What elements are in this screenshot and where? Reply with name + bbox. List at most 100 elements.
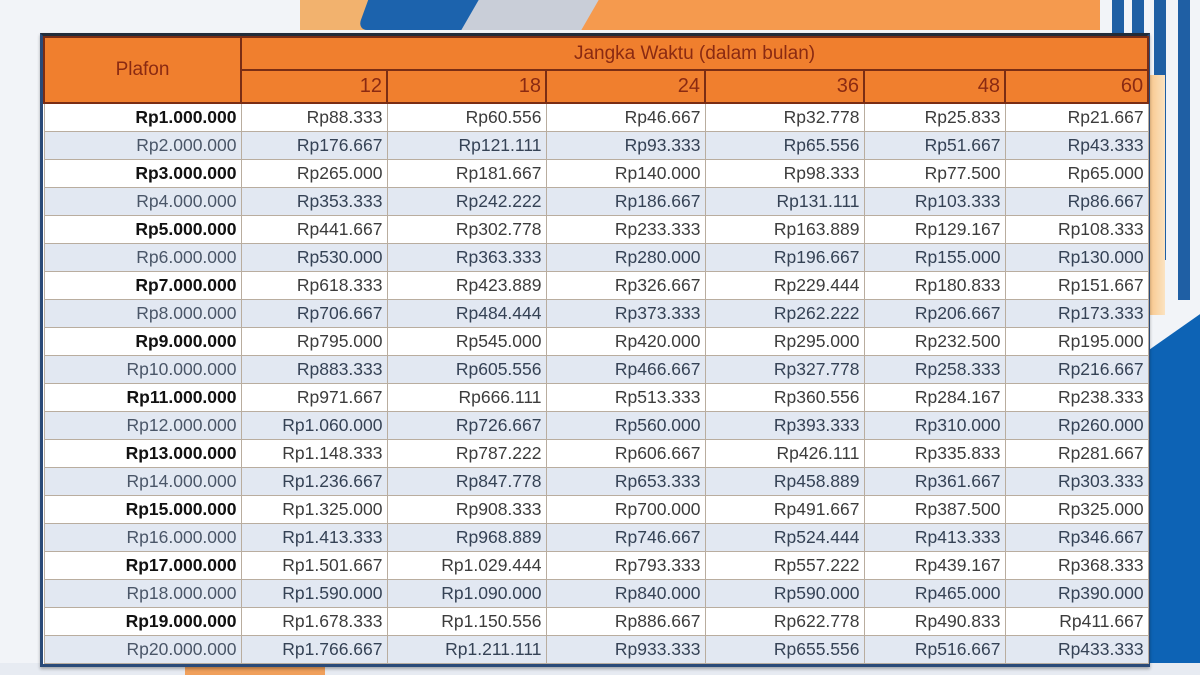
table-row: Rp10.000.000 Rp883.333 Rp605.556 Rp466.667 R… <box>43 355 1149 384</box>
table-row: Rp20.000.000 Rp1.766.667 Rp1.211.111 Rp933.… <box>43 635 1149 664</box>
plafon-cell: Rp10.000.000 <box>43 355 242 384</box>
installment-cell-18: Rp968.889 <box>386 523 547 552</box>
installment-cell-36: Rp557.222 <box>704 551 865 580</box>
installment-cell-36: Rp295.000 <box>704 327 865 356</box>
installment-cell-18: Rp1.150.556 <box>386 607 547 636</box>
installment-cell-12: Rp1.413.333 <box>240 523 388 552</box>
installment-cell-24: Rp513.333 <box>545 383 706 412</box>
table-row: Rp1.000.000 Rp88.333 Rp60.556 Rp46.667 Rp32.… <box>43 102 1149 132</box>
column-header-plafon: Plafon <box>43 36 242 104</box>
installment-cell-36: Rp360.556 <box>704 383 865 412</box>
installment-cell-60: Rp130.000 <box>1004 243 1149 272</box>
installment-cell-60: Rp411.667 <box>1004 607 1149 636</box>
installment-cell-12: Rp1.148.333 <box>240 439 388 468</box>
installment-cell-18: Rp181.667 <box>386 159 547 188</box>
installment-cell-12: Rp88.333 <box>240 102 388 132</box>
installment-cell-24: Rp186.667 <box>545 187 706 216</box>
plafon-cell: Rp19.000.000 <box>43 607 242 636</box>
plafon-cell: Rp14.000.000 <box>43 467 242 496</box>
installment-cell-36: Rp491.667 <box>704 495 865 524</box>
installment-cell-48: Rp413.333 <box>863 523 1006 552</box>
table-row: Rp16.000.000 Rp1.413.333 Rp968.889 Rp746.66… <box>43 523 1149 552</box>
table-row: Rp12.000.000 Rp1.060.000 Rp726.667 Rp560.00… <box>43 411 1149 440</box>
table-row: Rp5.000.000 Rp441.667 Rp302.778 Rp233.333 Rp… <box>43 215 1149 244</box>
installment-cell-18: Rp423.889 <box>386 271 547 300</box>
plafon-cell: Rp4.000.000 <box>43 187 242 216</box>
installment-cell-24: Rp326.667 <box>545 271 706 300</box>
plafon-cell: Rp3.000.000 <box>43 159 242 188</box>
installment-cell-60: Rp433.333 <box>1004 635 1149 664</box>
installment-cell-60: Rp86.667 <box>1004 187 1149 216</box>
installment-cell-12: Rp971.667 <box>240 383 388 412</box>
table-row: Rp18.000.000 Rp1.590.000 Rp1.090.000 Rp840.… <box>43 579 1149 608</box>
installment-cell-12: Rp883.333 <box>240 355 388 384</box>
installment-cell-36: Rp426.111 <box>704 439 865 468</box>
installment-cell-24: Rp560.000 <box>545 411 706 440</box>
table-row: Rp6.000.000 Rp530.000 Rp363.333 Rp280.000 Rp… <box>43 243 1149 272</box>
table-row: Rp8.000.000 Rp706.667 Rp484.444 Rp373.333 Rp… <box>43 299 1149 328</box>
column-header-term-48: 48 <box>863 69 1006 104</box>
installment-cell-36: Rp65.556 <box>704 131 865 160</box>
installment-cell-24: Rp233.333 <box>545 215 706 244</box>
installment-cell-24: Rp746.667 <box>545 523 706 552</box>
installment-cell-12: Rp1.325.000 <box>240 495 388 524</box>
installment-cell-36: Rp524.444 <box>704 523 865 552</box>
installment-cell-60: Rp346.667 <box>1004 523 1149 552</box>
installment-cell-48: Rp465.000 <box>863 579 1006 608</box>
installment-cell-12: Rp1.766.667 <box>240 635 388 664</box>
installment-cell-12: Rp706.667 <box>240 299 388 328</box>
installment-cell-18: Rp787.222 <box>386 439 547 468</box>
bg-blue-side <box>1140 300 1200 675</box>
installment-cell-60: Rp281.667 <box>1004 439 1149 468</box>
installment-cell-48: Rp284.167 <box>863 383 1006 412</box>
installment-cell-60: Rp390.000 <box>1004 579 1149 608</box>
installment-cell-60: Rp303.333 <box>1004 467 1149 496</box>
plafon-cell: Rp8.000.000 <box>43 299 242 328</box>
installment-cell-12: Rp265.000 <box>240 159 388 188</box>
installment-cell-60: Rp195.000 <box>1004 327 1149 356</box>
table-row: Rp3.000.000 Rp265.000 Rp181.667 Rp140.000 Rp… <box>43 159 1149 188</box>
installment-cell-60: Rp368.333 <box>1004 551 1149 580</box>
installment-cell-36: Rp622.778 <box>704 607 865 636</box>
plafon-cell: Rp12.000.000 <box>43 411 242 440</box>
installment-cell-60: Rp65.000 <box>1004 159 1149 188</box>
installment-cell-36: Rp590.000 <box>704 579 865 608</box>
installment-cell-24: Rp653.333 <box>545 467 706 496</box>
installment-cell-36: Rp458.889 <box>704 467 865 496</box>
installment-cell-48: Rp258.333 <box>863 355 1006 384</box>
installment-cell-24: Rp793.333 <box>545 551 706 580</box>
bg-bottom-orange <box>185 665 325 675</box>
installment-cell-18: Rp545.000 <box>386 327 547 356</box>
table-row: Rp19.000.000 Rp1.678.333 Rp1.150.556 Rp886.… <box>43 607 1149 636</box>
installment-cell-18: Rp726.667 <box>386 411 547 440</box>
installment-cell-48: Rp387.500 <box>863 495 1006 524</box>
installment-cell-48: Rp439.167 <box>863 551 1006 580</box>
installment-cell-60: Rp151.667 <box>1004 271 1149 300</box>
installment-cell-48: Rp310.000 <box>863 411 1006 440</box>
installment-cell-24: Rp933.333 <box>545 635 706 664</box>
installment-cell-48: Rp180.833 <box>863 271 1006 300</box>
installment-cell-24: Rp46.667 <box>545 102 706 132</box>
plafon-cell: Rp1.000.000 <box>43 102 242 132</box>
installment-cell-24: Rp373.333 <box>545 299 706 328</box>
installment-cell-60: Rp238.333 <box>1004 383 1149 412</box>
installment-cell-12: Rp353.333 <box>240 187 388 216</box>
plafon-cell: Rp13.000.000 <box>43 439 242 468</box>
plafon-cell: Rp5.000.000 <box>43 215 242 244</box>
installment-cell-36: Rp163.889 <box>704 215 865 244</box>
plafon-cell: Rp20.000.000 <box>43 635 242 664</box>
installment-cell-36: Rp229.444 <box>704 271 865 300</box>
installment-cell-12: Rp1.678.333 <box>240 607 388 636</box>
column-header-term-60: 60 <box>1003 69 1150 104</box>
installment-cell-48: Rp51.667 <box>863 131 1006 160</box>
installment-cell-36: Rp655.556 <box>704 635 865 664</box>
installment-cell-60: Rp108.333 <box>1004 215 1149 244</box>
column-header-term-36: 36 <box>704 69 865 104</box>
installment-cell-60: Rp21.667 <box>1004 102 1149 132</box>
plafon-cell: Rp6.000.000 <box>43 243 242 272</box>
installment-cell-48: Rp206.667 <box>863 299 1006 328</box>
installment-cell-18: Rp1.029.444 <box>386 551 547 580</box>
installment-cell-24: Rp140.000 <box>545 159 706 188</box>
table-row: Rp9.000.000 Rp795.000 Rp545.000 Rp420.000 Rp… <box>43 327 1149 356</box>
installment-cell-36: Rp131.111 <box>704 187 865 216</box>
